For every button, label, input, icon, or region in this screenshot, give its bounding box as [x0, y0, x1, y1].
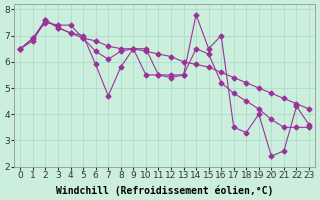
- X-axis label: Windchill (Refroidissement éolien,°C): Windchill (Refroidissement éolien,°C): [56, 185, 273, 196]
